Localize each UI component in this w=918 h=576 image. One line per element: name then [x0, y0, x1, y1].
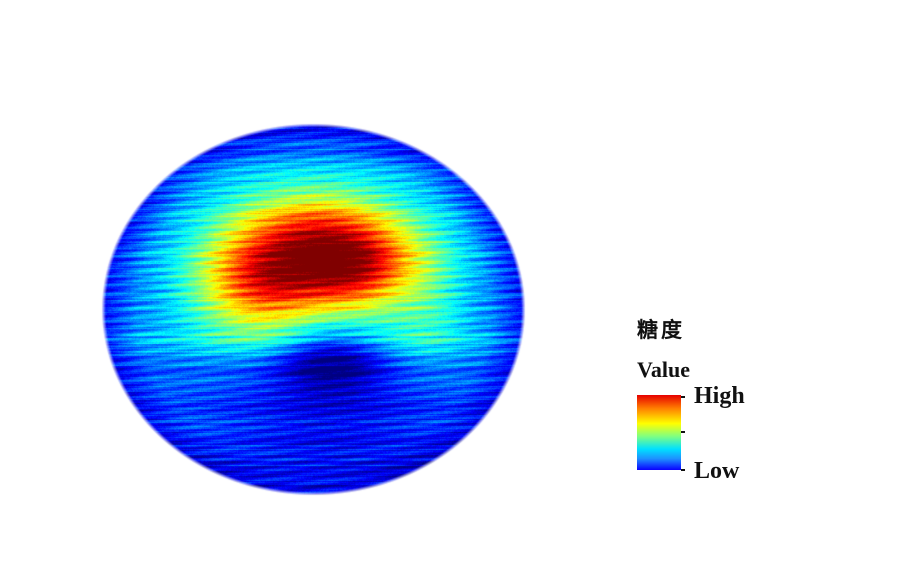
legend-low-label: Low — [694, 458, 740, 484]
legend-high-label: High — [694, 383, 745, 409]
ramp-tick-low — [681, 469, 685, 471]
color-ramp — [637, 395, 681, 470]
ramp-tick-high — [681, 396, 685, 398]
ramp-tick-mid — [681, 431, 685, 433]
legend-subtitle: Value — [637, 357, 690, 382]
legend-title: 糖度 — [637, 318, 685, 342]
